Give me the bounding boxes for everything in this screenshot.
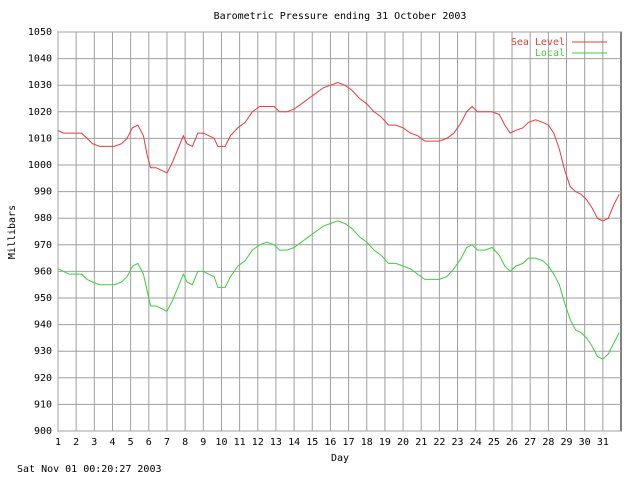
y-tick-label: 1040 xyxy=(28,54,52,65)
x-axis-tick-labels: 1 2 3 4 5 6 7 8 9 10 11 12 13 14 15 16 17 18 19 20 21 22 23 24 2… xyxy=(55,437,609,448)
x-tick-label: 29 xyxy=(560,437,572,448)
legend-label: Local xyxy=(535,48,565,59)
y-tick-label: 980 xyxy=(34,213,52,224)
legend-label: Sea Level xyxy=(511,37,565,48)
y-tick-label: 1010 xyxy=(28,133,52,144)
x-tick-label: 25 xyxy=(488,437,500,448)
x-tick-label: 23 xyxy=(452,437,464,448)
x-tick-label: 6 xyxy=(146,437,152,448)
y-tick-label: 1030 xyxy=(28,80,52,91)
y-tick-label: 960 xyxy=(34,266,52,277)
y-tick-label: 900 xyxy=(34,426,52,437)
x-tick-label: 11 xyxy=(234,437,246,448)
y-tick-label: 1000 xyxy=(28,160,52,171)
x-tick-label: 19 xyxy=(379,437,391,448)
x-tick-label: 9 xyxy=(200,437,206,448)
x-tick-label: 21 xyxy=(415,437,427,448)
generated-timestamp: Sat Nov 01 00:20:27 2003 xyxy=(17,464,162,475)
x-tick-label: 4 xyxy=(109,437,115,448)
x-tick-label: 20 xyxy=(397,437,409,448)
x-tick-label: 24 xyxy=(470,437,482,448)
y-tick-label: 990 xyxy=(34,187,52,198)
x-tick-label: 17 xyxy=(343,437,355,448)
series-line-local xyxy=(57,220,620,360)
x-tick-label: 1 xyxy=(55,437,61,448)
series-line-sea-level xyxy=(57,81,620,222)
y-tick-label: 1050 xyxy=(28,27,52,38)
y-tick-label: 970 xyxy=(34,240,52,251)
x-tick-label: 27 xyxy=(524,437,536,448)
x-tick-label: 13 xyxy=(270,437,282,448)
x-tick-label: 5 xyxy=(128,437,134,448)
chart-title: Barometric Pressure ending 31 October 20… xyxy=(214,11,467,22)
y-tick-label: 920 xyxy=(34,373,52,384)
x-axis-label: Day xyxy=(331,453,349,464)
x-tick-label: 31 xyxy=(597,437,609,448)
x-tick-label: 22 xyxy=(433,437,445,448)
y-tick-label: 910 xyxy=(34,399,52,410)
x-tick-label: 3 xyxy=(91,437,97,448)
x-tick-label: 30 xyxy=(579,437,591,448)
y-tick-label: 1020 xyxy=(28,107,52,118)
y-tick-label: 930 xyxy=(34,346,52,357)
x-tick-label: 26 xyxy=(506,437,518,448)
y-tick-label: 950 xyxy=(34,293,52,304)
y-axis-tick-labels: 900 910 920 930 940 950 960 970 980 990 1000 1010 10… xyxy=(28,27,52,437)
plot-area xyxy=(57,31,622,432)
x-tick-label: 10 xyxy=(215,437,227,448)
x-tick-label: 12 xyxy=(252,437,264,448)
x-tick-label: 15 xyxy=(306,437,318,448)
y-axis-label: Millibars xyxy=(7,205,18,259)
series-lines xyxy=(57,81,620,360)
x-tick-label: 14 xyxy=(288,437,300,448)
x-tick-label: 18 xyxy=(361,437,373,448)
x-tick-label: 28 xyxy=(542,437,554,448)
grid-lines xyxy=(57,31,621,432)
x-tick-label: 8 xyxy=(182,437,188,448)
x-tick-label: 7 xyxy=(164,437,170,448)
x-tick-label: 16 xyxy=(324,437,336,448)
x-tick-label: 2 xyxy=(73,437,79,448)
y-tick-label: 940 xyxy=(34,320,52,331)
